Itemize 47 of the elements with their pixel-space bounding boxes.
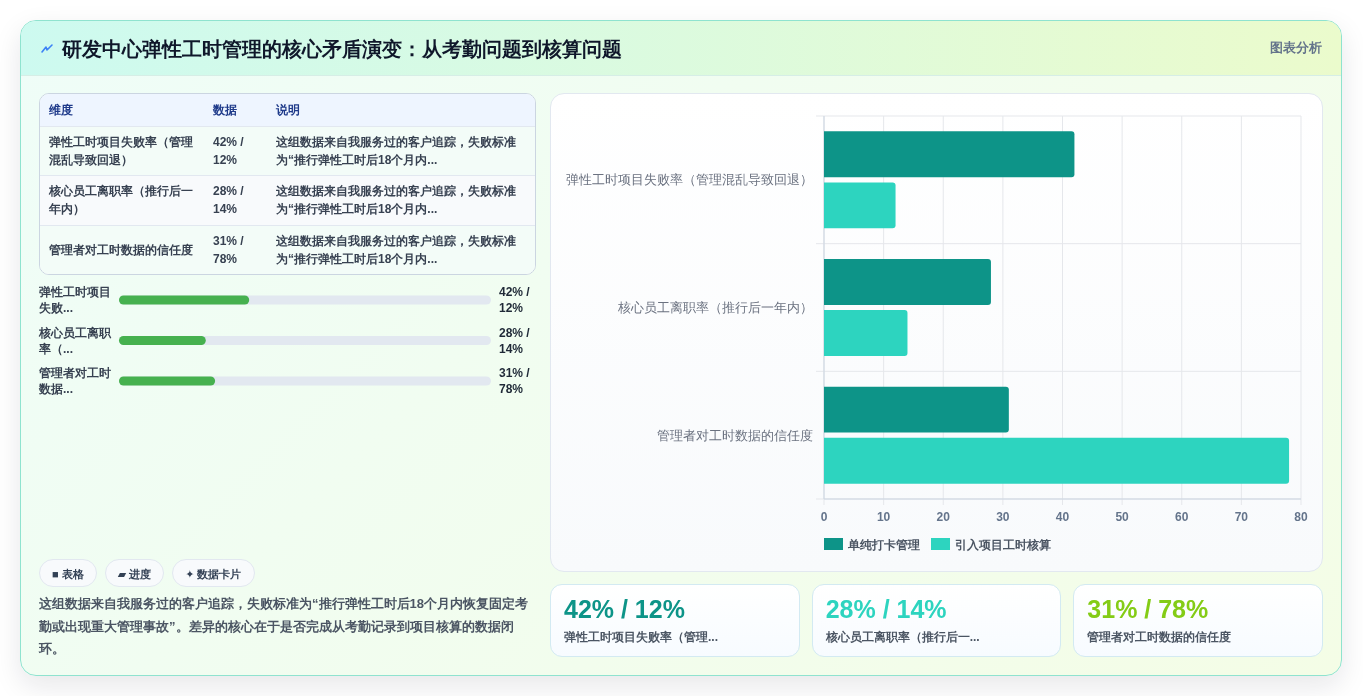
category-label: ✦ 数据卡片 (172, 559, 255, 587)
category-label: ■ 表格 (39, 559, 97, 587)
text: 维度 (49, 102, 73, 119)
x-tick-label: 30 (996, 510, 1010, 524)
data-label: 42% / 12% (499, 284, 531, 316)
x-tick-label: 50 (1115, 510, 1130, 524)
x-tick-label: 0 (820, 510, 828, 524)
text: 31% / 78% (213, 233, 245, 269)
bar (824, 437, 1290, 484)
text: 这组数据来自我服务过的客户追踪，失败标准为“推行弹性工时后18个月内恢复固定考勤或出现重大管理事故”。差异的核心在于是否完成从考勤记录到项目核算的数据闭环。 (39, 595, 529, 658)
text: 研发中心弹性工时管理的核心矛盾演变：从考勤问题到核算问题 (62, 37, 622, 62)
text: 这组数据来自我服务过的客户追踪，失败标准为“推行弹性工时后18个月内... (276, 183, 517, 219)
text: 31% / 78% (1087, 594, 1209, 625)
y-tick-label: 管理者对工时数据的信任度 (657, 427, 813, 443)
text: 42% / 12% (213, 134, 245, 170)
x-tick-label: 10 (876, 510, 891, 524)
data-label: 31% / 78% (499, 365, 531, 397)
text: 说明 (276, 102, 300, 119)
legend-label: 引入项目工时核算 (955, 537, 1051, 552)
category-label: ▰ 进度 (104, 559, 165, 587)
x-tick-label: 40 (1055, 510, 1070, 524)
y-tick-label: 核心员工离职率（... (39, 324, 112, 357)
text: 42% / 12% (564, 594, 685, 625)
text: 28% / 14% (213, 183, 245, 219)
y-tick-label: 核心员工离职率（推行后一年内） (617, 300, 813, 315)
bar (824, 182, 896, 229)
y-tick-label: 弹性工时项目失败率（管理混乱导致回退） (566, 172, 813, 188)
text: 图表分析 (1270, 39, 1322, 57)
text: 这组数据来自我服务过的客户追踪，失败标准为“推行弹性工时后18个月内... (276, 134, 517, 170)
text: 这组数据来自我服务过的客户追踪，失败标准为“推行弹性工时后18个月内... (276, 233, 517, 269)
data-label: 28% / 14% (499, 324, 531, 357)
bar (824, 386, 1009, 433)
text: 28% / 14% (825, 594, 947, 625)
y-tick-label: 管理者对工时数据... (39, 365, 112, 397)
x-tick-label: 70 (1234, 510, 1249, 524)
x-tick-label: 60 (1175, 510, 1189, 524)
text: 数据 (213, 102, 237, 119)
category-label: 弹性工时项目失败率（管理... (564, 629, 719, 646)
category-label: 管理者对工时数据的信任度 (1087, 629, 1232, 646)
y-tick-label: 弹性工时项目失败... (39, 284, 112, 316)
x-tick-label: 20 (936, 510, 951, 524)
bar (824, 310, 908, 357)
bar (824, 131, 1075, 178)
x-tick-label: 80 (1294, 510, 1308, 524)
bar (824, 258, 991, 305)
category-label: 核心员工离职率（推行后一... (825, 629, 980, 646)
legend-label: 单纯打卡管理 (847, 537, 920, 552)
